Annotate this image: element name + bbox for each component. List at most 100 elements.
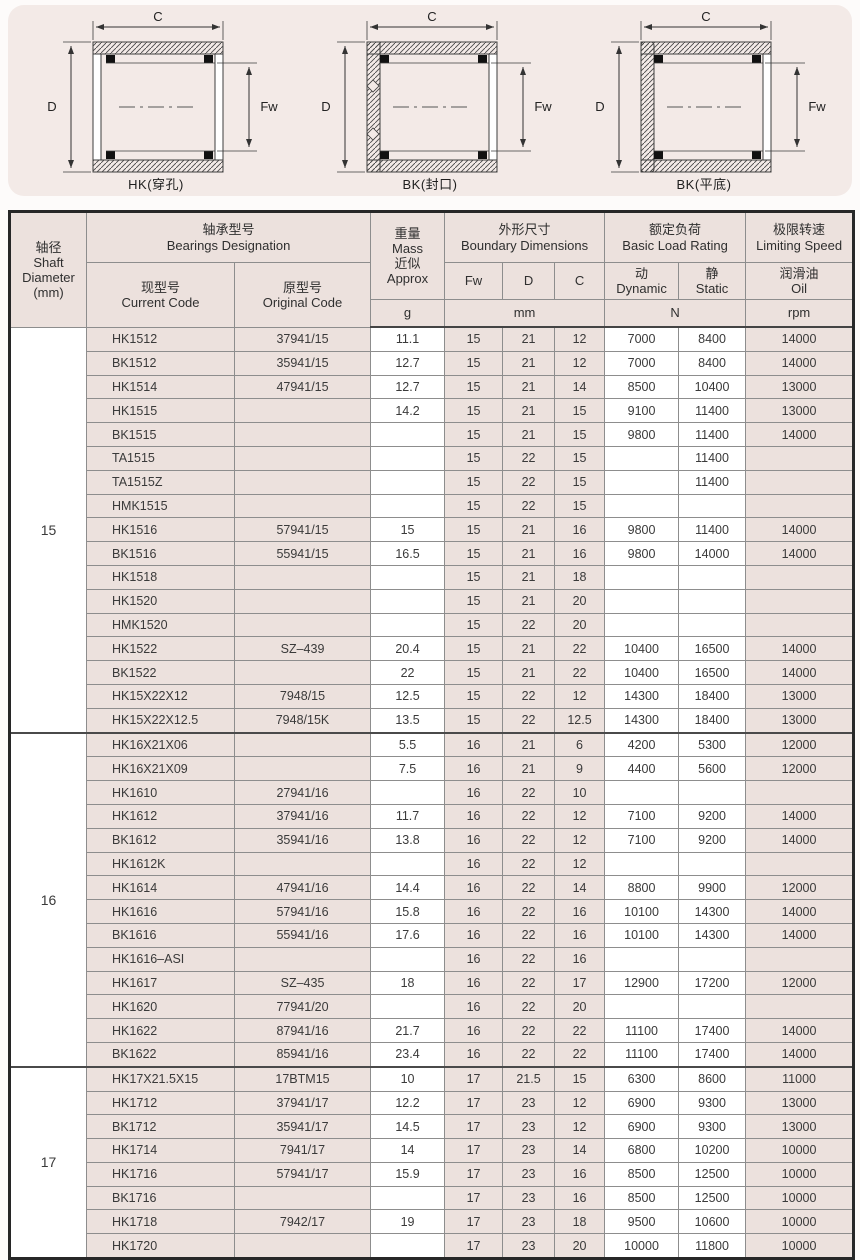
cell-mass [370,1185,446,1211]
cell-fw: 16 [444,780,504,805]
table-row: TA1515 15 22 15 11400 [10,445,855,471]
cell-dyn: 12900 [604,970,680,996]
cell-stat: 9200 [678,803,747,829]
cell-original: 7942/17 [233,1209,372,1235]
table-row: HK1612 37941/16 11.7 16 22 12 7100 9200 14000 [10,803,855,829]
cell-dyn: 8800 [604,875,680,901]
cell-stat: 11400 [678,398,747,424]
table-row: HK1617 SZ–435 18 16 22 17 12900 17200 12000 [10,970,855,996]
cell-dyn: 10000 [604,1233,680,1260]
cell-c: 22 [554,1018,606,1043]
cell-stat: 12500 [678,1161,747,1187]
cell-c: 12 [554,350,606,376]
cell-current: BK1622 [86,1041,235,1068]
cell-stat: 17200 [678,970,747,996]
cell-fw: 17 [444,1138,504,1163]
cell-c: 15 [554,1065,606,1092]
cell-fw: 15 [444,707,504,734]
cell-original: 85941/16 [233,1041,372,1068]
cell-c: 20 [554,588,606,614]
cell-d: 22 [502,922,556,948]
cell-c: 12 [554,1090,606,1116]
table-row: HK1616 57941/16 15.8 16 22 16 10100 14300 14000 [10,899,855,924]
header-oil: 润滑油 Oil [745,262,855,300]
bearing-cross-section-drawing: C D Fw [595,9,826,173]
cell-d: 23 [502,1090,556,1116]
table-row: BK1512 35941/15 12.7 15 21 12 7000 8400 14000 [10,350,855,376]
cell-mass: 14 [370,1138,446,1163]
cell-current: TA1515 [86,445,235,471]
cell-dyn [604,851,680,877]
svg-text:D: D [595,99,604,114]
cell-original [233,1233,372,1260]
cell-stat: 11400 [678,469,747,495]
cell-d: 22 [502,851,556,877]
cell-c: 12 [554,683,606,709]
cell-original: SZ–435 [233,970,372,996]
cell-current: HK1616–ASI [86,946,235,972]
cell-c: 18 [554,1209,606,1235]
cell-d: 21 [502,731,556,758]
cell-c: 12 [554,827,606,853]
bearing-cross-section-drawing: C D Fw [321,9,552,173]
cell-original: 57941/16 [233,899,372,924]
cell-oil: 12000 [745,731,855,758]
cell-original: 57941/15 [233,517,372,543]
cell-c: 12 [554,1114,606,1140]
table-row: HK1515 14.2 15 21 15 9100 11400 13000 [10,398,855,424]
cell-d: 22 [502,803,556,829]
cell-original: 47941/15 [233,374,372,400]
cell-d: 22 [502,875,556,901]
cell-dyn: 8500 [604,1161,680,1187]
cell-fw: 17 [444,1090,504,1116]
cell-dyn [604,994,680,1020]
cell-original [233,588,372,614]
cell-current: HK1518 [86,564,235,590]
cell-oil: 14000 [745,803,855,829]
cell-current: HK1712 [86,1090,235,1116]
table-row: HMK1515 15 22 15 [10,493,855,519]
cell-current: HK1617 [86,970,235,996]
cell-oil [745,469,855,495]
cell-dyn: 11100 [604,1018,680,1043]
cell-stat: 17400 [678,1041,747,1068]
diagram-caption: HK(穿孔) [128,177,184,192]
cell-oil: 14000 [745,350,855,376]
cell-current: HK1620 [86,994,235,1020]
cell-d: 23 [502,1233,556,1260]
cell-oil [745,588,855,614]
diagram-caption: BK(封口) [402,177,458,192]
cell-stat: 11400 [678,422,747,447]
cell-dyn: 9800 [604,422,680,447]
cell-d: 23 [502,1185,556,1211]
cell-current: HK1612 [86,803,235,829]
cell-c: 15 [554,493,606,519]
table-row: HK1614 47941/16 14.4 16 22 14 8800 9900 12000 [10,875,855,901]
bearing-spec-table: 轴径 Shaft Diameter (mm) 轴承型号 Bearings Des… [8,210,856,1260]
cell-d: 21 [502,756,556,782]
cell-mass [370,469,446,495]
table-row: HK1718 7942/17 19 17 23 18 9500 10600 10000 [10,1209,855,1235]
header-limiting-speed: 极限转速 Limiting Speed [745,211,855,263]
cell-c: 14 [554,374,606,400]
cell-fw: 16 [444,803,504,829]
cell-current: HK1614 [86,875,235,901]
table-row: BK1716 17 23 16 8500 12500 10000 [10,1185,855,1211]
cell-fw: 16 [444,731,504,758]
header-dynamic: 动 Dynamic [604,262,680,300]
cell-dyn [604,564,680,590]
cell-c: 14 [554,1138,606,1163]
cell-dyn: 7100 [604,803,680,829]
cell-d: 22 [502,1018,556,1043]
cell-mass [370,564,446,590]
cell-stat [678,851,747,877]
table-row: HMK1520 15 22 20 [10,612,855,638]
diagram-bk-flat-bottom: C D Fw BK(平底) [578,8,830,193]
cell-oil: 14000 [745,326,855,352]
header-mass-approx: 重量 Mass 近似 Approx [370,211,446,300]
cell-fw: 17 [444,1185,504,1211]
cell-oil: 12000 [745,756,855,782]
cell-original: 55941/16 [233,922,372,948]
cell-c: 10 [554,780,606,805]
cell-fw: 15 [444,493,504,519]
